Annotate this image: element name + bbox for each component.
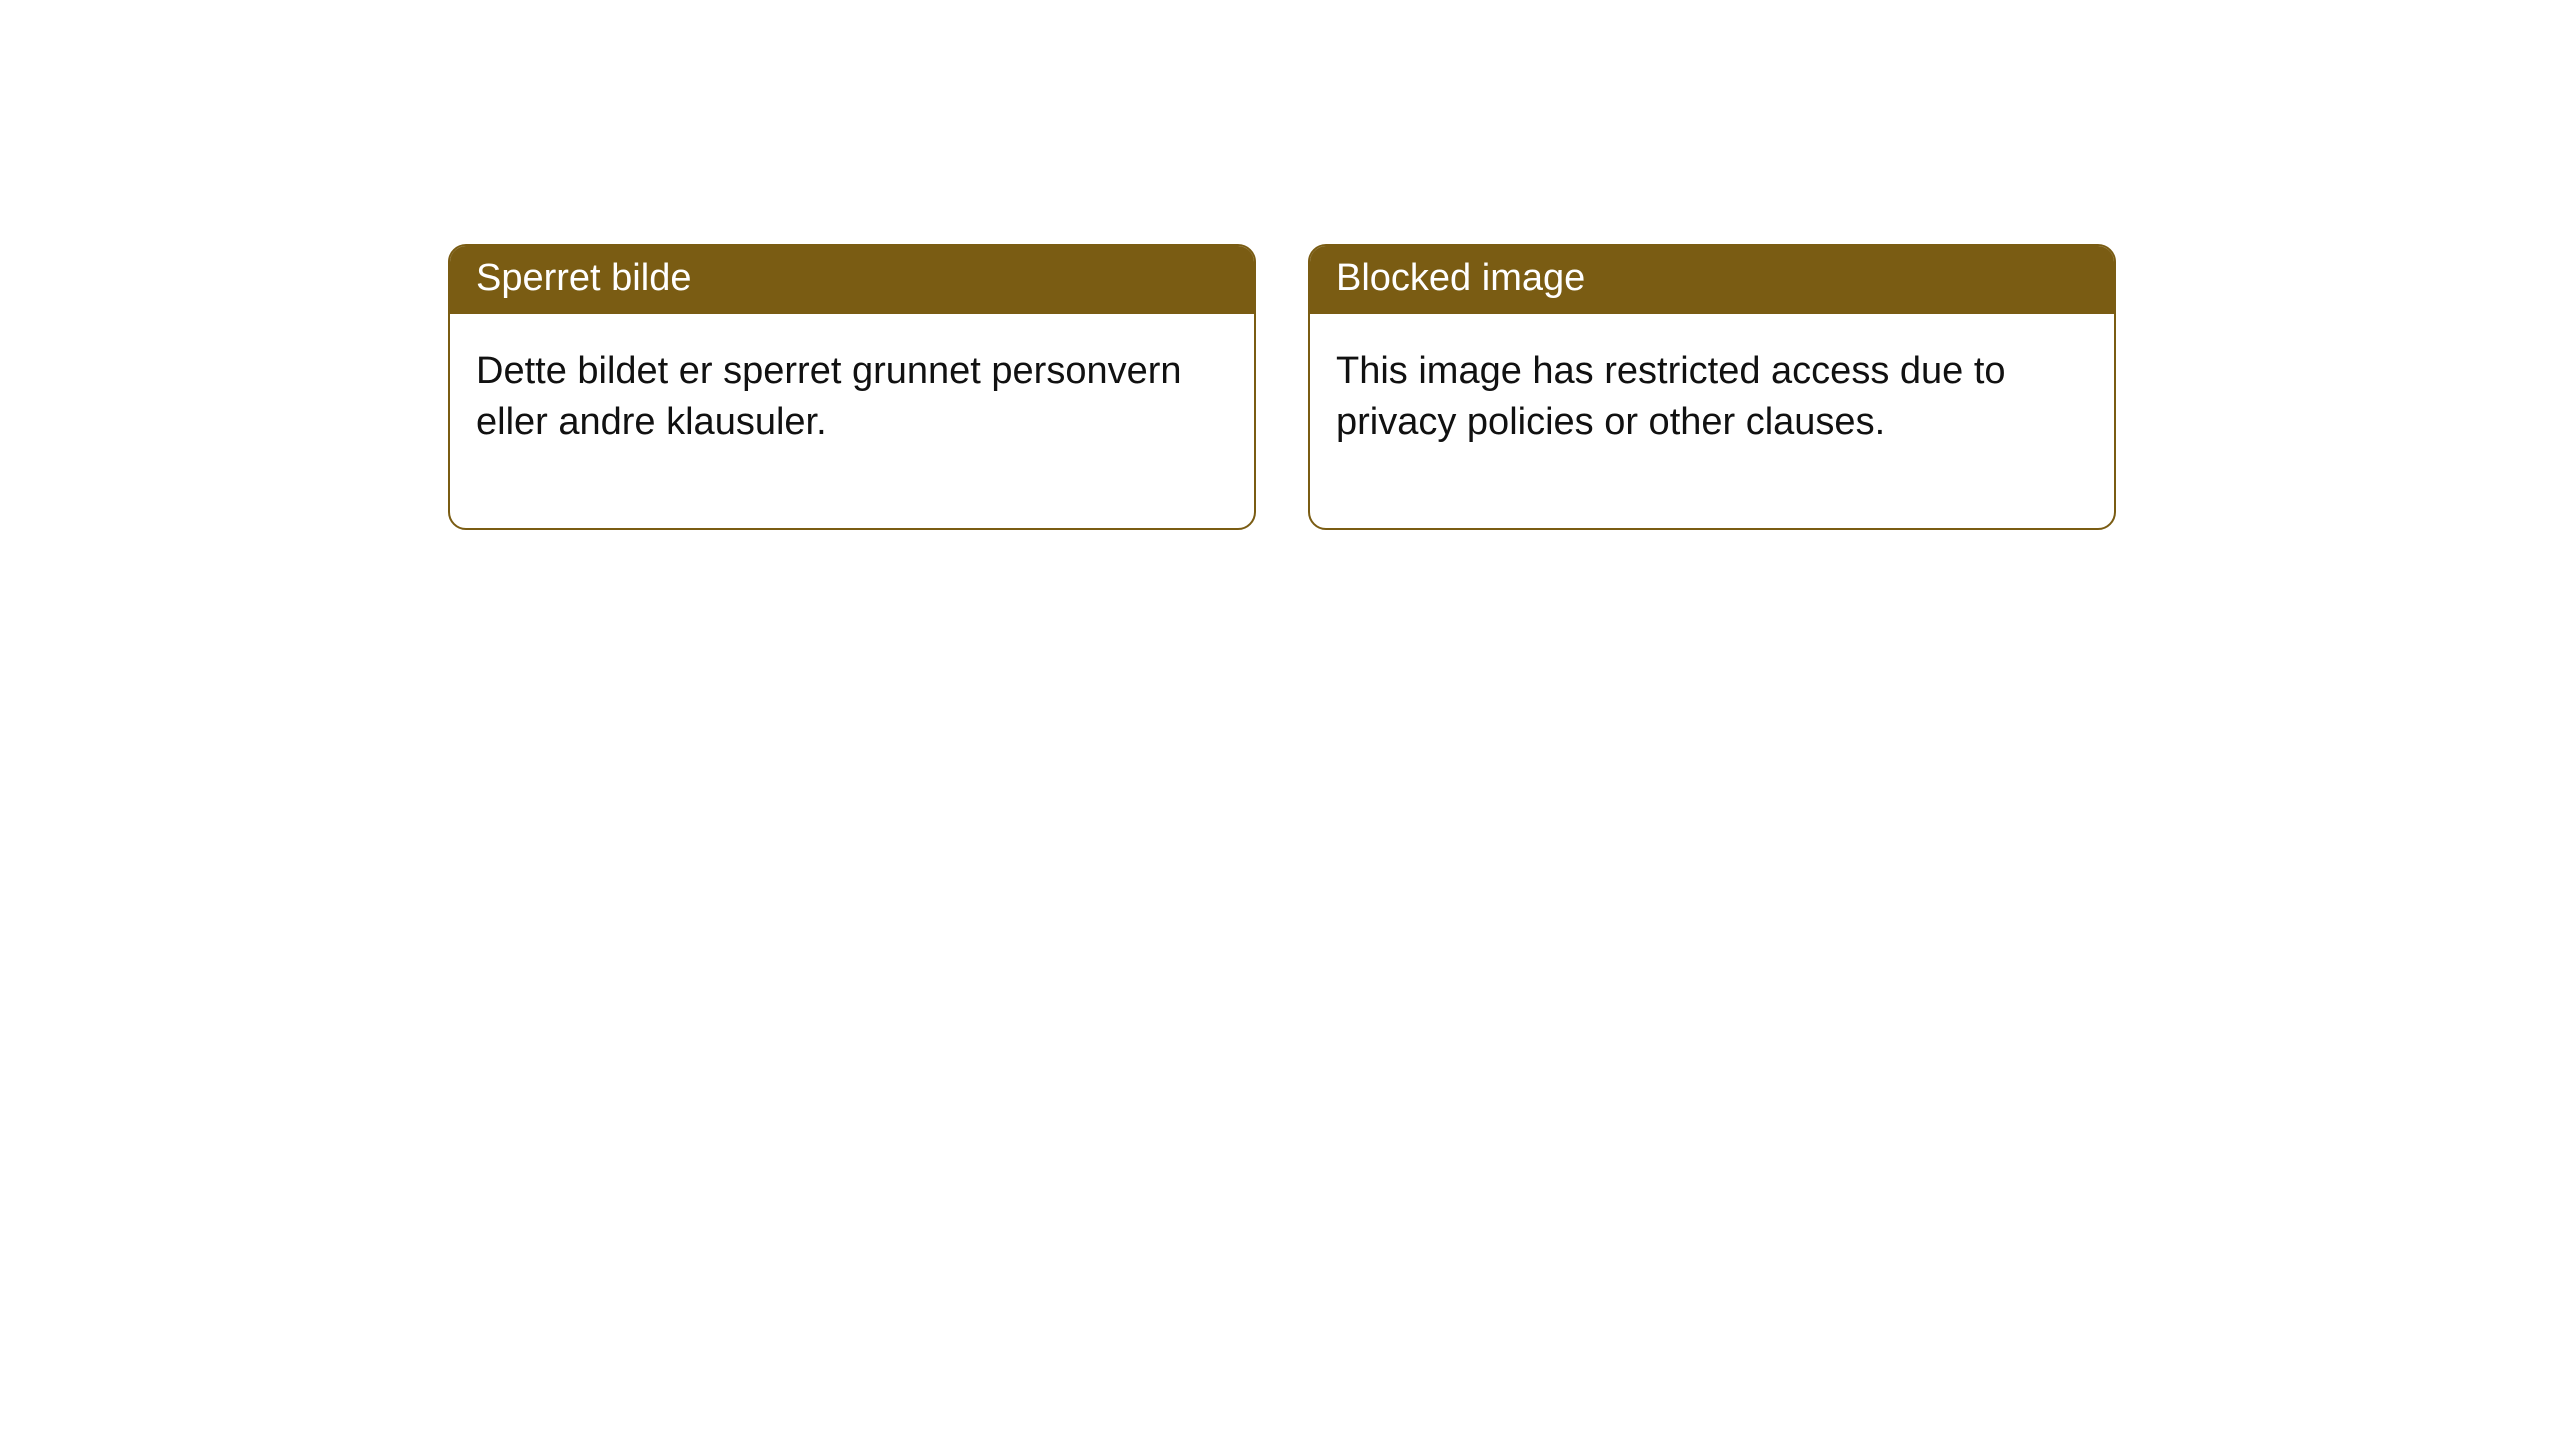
card-header-en: Blocked image: [1310, 246, 2114, 314]
blocked-image-card-no: Sperret bilde Dette bildet er sperret gr…: [448, 244, 1256, 530]
card-body-no: Dette bildet er sperret grunnet personve…: [450, 314, 1254, 529]
blocked-image-card-en: Blocked image This image has restricted …: [1308, 244, 2116, 530]
card-body-en: This image has restricted access due to …: [1310, 314, 2114, 529]
notice-container: Sperret bilde Dette bildet er sperret gr…: [0, 0, 2560, 530]
card-header-no: Sperret bilde: [450, 246, 1254, 314]
